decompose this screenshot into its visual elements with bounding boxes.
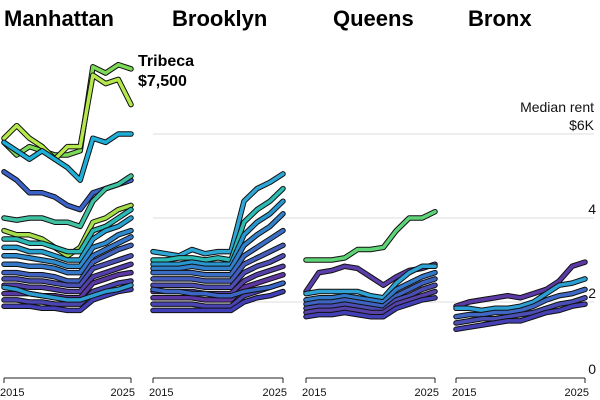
manhattan-series-line xyxy=(2,174,133,229)
queens-series-line xyxy=(304,264,437,300)
x-axes xyxy=(3,377,586,383)
bronx-series-line xyxy=(454,302,587,332)
brooklyn-series-line xyxy=(151,289,285,313)
manhattan-series-line xyxy=(2,203,133,258)
queens-series-line xyxy=(304,289,437,315)
bronx-series-line xyxy=(454,277,587,313)
panel-title: Queens xyxy=(333,6,414,31)
panel-title: Bronx xyxy=(468,6,532,31)
tribeca-annotation-value: $7,500 xyxy=(138,73,187,90)
brooklyn-series-line xyxy=(151,254,285,290)
manhattan-series-line xyxy=(2,216,133,262)
panel-title: Brooklyn xyxy=(172,6,267,31)
queens-series-line xyxy=(304,209,437,262)
tribeca-annotation-name: Tribeca xyxy=(138,53,194,70)
panel-title: Manhattan xyxy=(4,6,114,31)
series-lines xyxy=(1,61,588,333)
y-axis-title: Median rent xyxy=(520,99,594,115)
manhattan-series-line xyxy=(2,62,133,157)
x-tick-label: 2015 xyxy=(0,387,24,399)
manhattan-series-line xyxy=(2,262,133,294)
x-tick-label: 2015 xyxy=(452,387,476,399)
y-tick-label: 2 xyxy=(588,285,596,301)
manhattan-series-line xyxy=(2,254,133,287)
bronx-series-line xyxy=(454,260,587,308)
labels: Tribeca $7,500 Median rent 0 2 4 $6K Manhatt… xyxy=(0,6,596,399)
queens-series-line xyxy=(304,296,437,319)
brooklyn-series-line xyxy=(151,172,285,258)
manhattan-series-line xyxy=(2,132,133,182)
manhattan-series-line xyxy=(2,73,133,161)
y-tick-label: 0 xyxy=(588,361,596,377)
brooklyn-series-line xyxy=(151,212,285,271)
x-tick-label: 2015 xyxy=(302,387,326,399)
manhattan-series-line xyxy=(2,235,133,275)
manhattan-series-line xyxy=(2,287,133,313)
x-tick-label: 2015 xyxy=(149,387,173,399)
manhattan-series-line xyxy=(2,283,133,302)
queens-series-line xyxy=(304,270,437,304)
brooklyn-series-line xyxy=(151,186,285,262)
queens-series-line xyxy=(304,277,437,308)
x-tick-label: 2025 xyxy=(565,387,589,399)
x-tick-label: 2025 xyxy=(263,387,287,399)
manhattan-series-line xyxy=(2,228,133,269)
y-tick-label: 4 xyxy=(588,201,596,217)
brooklyn-series-line xyxy=(151,281,285,298)
brooklyn-series-line xyxy=(151,199,285,266)
bronx-series-line xyxy=(454,287,587,319)
x-tick-label: 2025 xyxy=(415,387,439,399)
brooklyn-series-line xyxy=(151,272,285,302)
y-tick-label: $6K xyxy=(569,117,595,133)
manhattan-series-line xyxy=(2,170,133,212)
brooklyn-series-line xyxy=(151,243,285,283)
manhattan-series-line xyxy=(2,207,133,254)
manhattan-series-line xyxy=(2,243,133,283)
queens-series-line xyxy=(304,283,437,313)
bronx-series-line xyxy=(454,296,587,325)
brooklyn-series-line xyxy=(151,228,285,277)
manhattan-series-line xyxy=(2,279,133,306)
x-tick-label: 2025 xyxy=(111,387,135,399)
